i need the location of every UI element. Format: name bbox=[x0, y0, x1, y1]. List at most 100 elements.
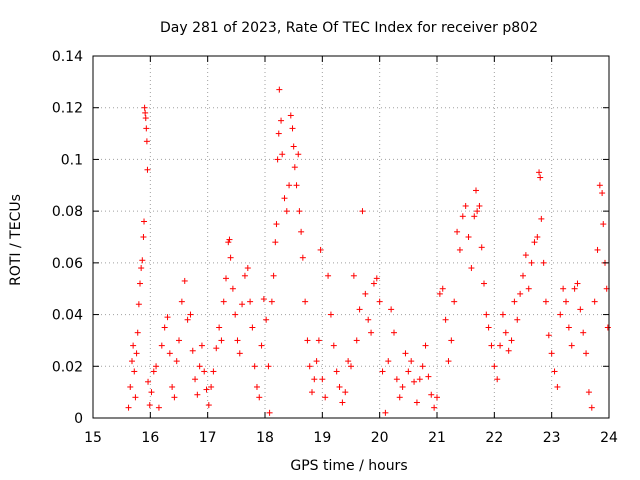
data-point bbox=[422, 342, 429, 349]
data-point bbox=[158, 342, 165, 349]
data-point bbox=[439, 285, 446, 292]
data-point bbox=[249, 324, 256, 331]
data-point bbox=[522, 252, 529, 259]
data-point bbox=[594, 246, 601, 253]
data-point bbox=[542, 298, 549, 305]
chart-title: Day 281 of 2023, Rate Of TEC Index for r… bbox=[160, 20, 538, 36]
data-point bbox=[580, 329, 587, 336]
data-point bbox=[497, 342, 504, 349]
y-axis-label: ROTI / TECUs bbox=[8, 194, 24, 286]
data-point bbox=[302, 298, 309, 305]
data-point bbox=[289, 125, 296, 132]
data-point bbox=[491, 363, 498, 370]
data-point bbox=[278, 117, 285, 124]
data-point bbox=[402, 350, 409, 357]
data-point bbox=[265, 363, 272, 370]
data-point bbox=[173, 358, 180, 365]
data-point bbox=[348, 363, 354, 370]
data-point bbox=[393, 376, 400, 383]
data-point bbox=[345, 358, 352, 365]
data-point bbox=[220, 298, 227, 305]
data-point bbox=[459, 213, 466, 220]
data-point bbox=[283, 208, 290, 215]
data-point bbox=[140, 234, 147, 240]
data-point bbox=[557, 311, 564, 318]
data-point bbox=[505, 347, 512, 354]
data-point bbox=[365, 316, 372, 323]
data-point bbox=[205, 402, 212, 409]
data-point bbox=[275, 130, 282, 137]
data-point bbox=[362, 290, 369, 297]
data-point bbox=[169, 383, 176, 390]
data-point bbox=[494, 376, 501, 383]
data-point bbox=[241, 272, 248, 279]
data-point bbox=[485, 324, 492, 331]
data-point bbox=[327, 311, 334, 318]
data-point bbox=[153, 363, 160, 370]
data-point bbox=[311, 376, 318, 383]
data-point bbox=[143, 138, 150, 145]
plot-frame bbox=[92, 55, 610, 419]
data-point bbox=[399, 383, 406, 390]
data-point bbox=[319, 376, 326, 383]
x-tick-label: 20 bbox=[371, 430, 389, 446]
data-point bbox=[263, 316, 270, 323]
data-point bbox=[201, 368, 208, 375]
data-point bbox=[525, 285, 532, 292]
data-point bbox=[534, 234, 541, 240]
data-point bbox=[266, 409, 273, 416]
data-point bbox=[304, 337, 311, 344]
data-point bbox=[138, 265, 145, 272]
data-point bbox=[127, 383, 134, 390]
data-point bbox=[274, 156, 281, 163]
data-point bbox=[468, 265, 475, 272]
data-point bbox=[379, 368, 386, 375]
data-point bbox=[291, 164, 298, 171]
data-point bbox=[150, 368, 157, 375]
data-point bbox=[478, 244, 485, 251]
data-point bbox=[229, 285, 236, 292]
data-point bbox=[368, 329, 375, 336]
data-point bbox=[317, 246, 324, 253]
data-point bbox=[499, 311, 506, 318]
data-point bbox=[471, 213, 478, 220]
data-point bbox=[596, 182, 603, 189]
data-point bbox=[502, 329, 509, 336]
data-point bbox=[216, 324, 223, 331]
data-point bbox=[373, 275, 380, 282]
data-point bbox=[476, 202, 483, 209]
data-point bbox=[600, 221, 607, 228]
data-point bbox=[551, 368, 558, 375]
data-point bbox=[139, 257, 146, 264]
data-point bbox=[299, 254, 306, 261]
x-tick-label: 22 bbox=[485, 430, 503, 446]
data-point bbox=[130, 342, 137, 349]
data-point bbox=[309, 389, 316, 396]
data-point bbox=[528, 259, 535, 266]
data-point bbox=[132, 394, 139, 401]
data-point bbox=[545, 332, 552, 339]
data-point bbox=[339, 399, 346, 406]
data-point bbox=[563, 298, 569, 305]
data-point bbox=[350, 272, 357, 279]
data-point bbox=[540, 259, 547, 266]
data-point bbox=[244, 265, 251, 272]
data-point bbox=[223, 275, 230, 282]
data-point bbox=[251, 363, 258, 370]
data-point bbox=[281, 195, 288, 202]
y-tick-label: 0.14 bbox=[52, 49, 83, 65]
data-point bbox=[218, 337, 225, 344]
y-axis-ticks: 0 0.02 0.04 0.06 0.08 0.1 0.12 0.14 bbox=[52, 49, 609, 427]
data-point bbox=[483, 311, 490, 318]
data-point bbox=[287, 112, 294, 119]
data-point bbox=[568, 342, 575, 349]
data-point bbox=[178, 298, 185, 305]
grid-lines bbox=[93, 56, 609, 418]
data-point bbox=[293, 182, 300, 189]
data-point bbox=[591, 298, 598, 305]
data-point bbox=[226, 236, 233, 243]
data-point bbox=[325, 272, 332, 279]
data-point bbox=[333, 368, 340, 375]
data-point bbox=[256, 394, 263, 401]
